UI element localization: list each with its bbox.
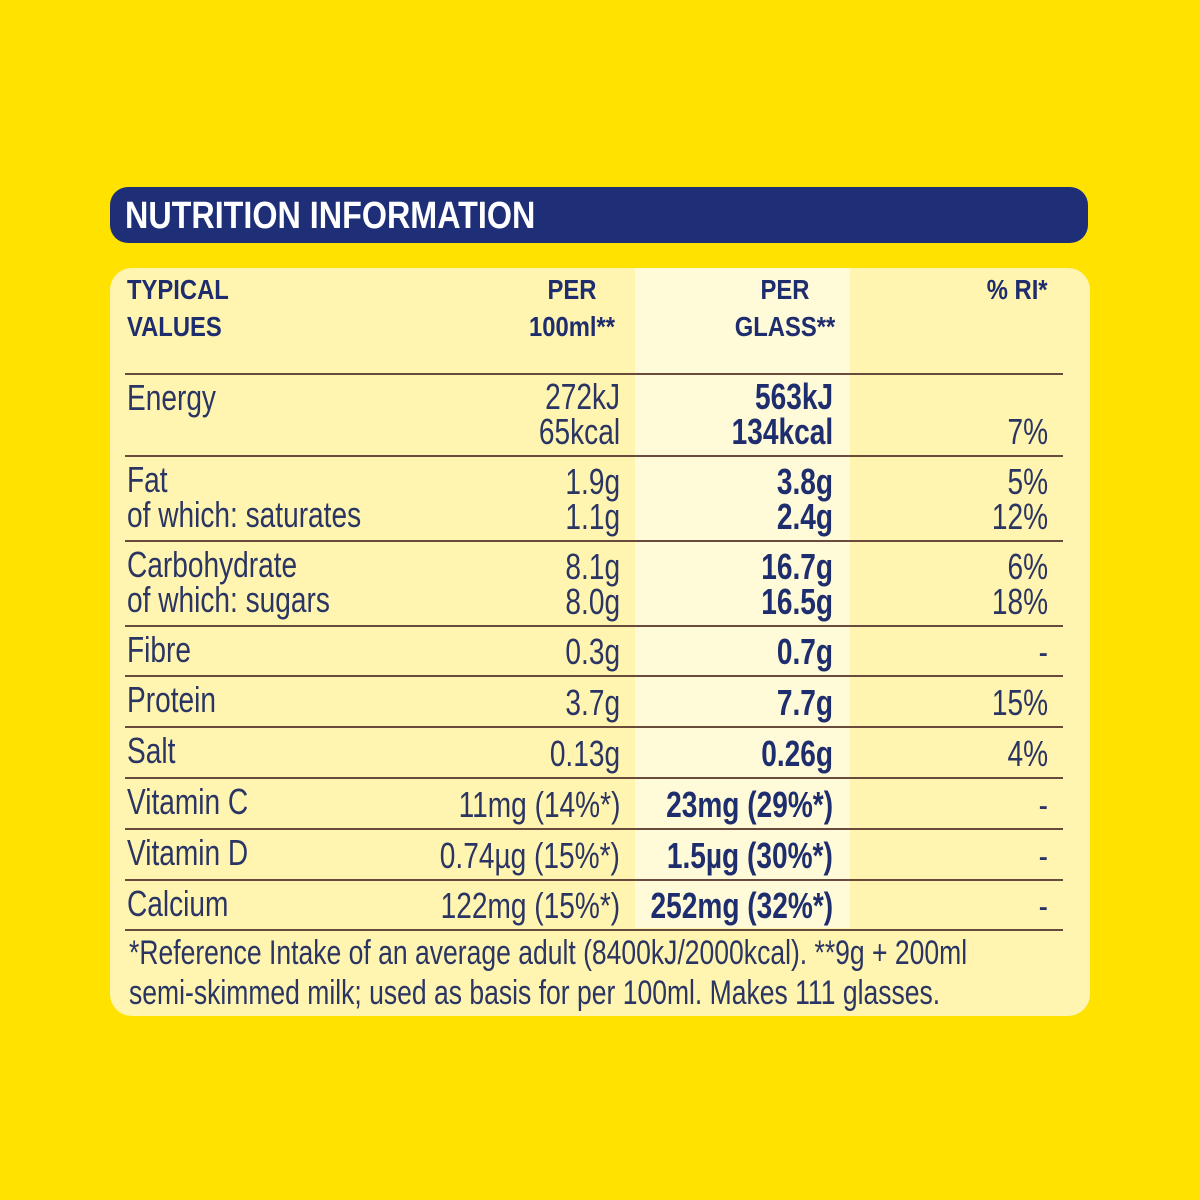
ri-value: 7% — [1007, 411, 1048, 452]
ri-value: 6% — [1007, 546, 1048, 587]
ri-value: - — [1038, 885, 1048, 926]
per100-value: 8.0g — [565, 581, 620, 622]
per100-value: 122mg (15%*) — [440, 885, 620, 926]
nutrient-label: Vitamin C — [127, 781, 249, 822]
nutrient-label: Vitamin D — [127, 832, 249, 873]
footnote: *Reference Intake of an average adult (8… — [129, 934, 968, 972]
per100-value: 11mg (14%*) — [458, 784, 620, 825]
header: GLASS** — [734, 311, 836, 342]
table-panel — [110, 268, 1090, 1016]
ri-value: 15% — [991, 682, 1048, 723]
nutrient-label: Protein — [127, 679, 216, 720]
perglass-value: 134kcal — [731, 411, 833, 452]
row-rule — [125, 675, 1063, 677]
row-rule — [125, 373, 1063, 375]
per100-value: 0.3g — [565, 631, 620, 672]
perglass-value: 0.26g — [761, 733, 833, 774]
row-rule — [125, 455, 1063, 457]
nutrient-label: Calcium — [127, 883, 229, 924]
per100-value: 1.1g — [565, 496, 620, 537]
ri-value: - — [1038, 835, 1048, 876]
per100-value: 0.74µg (15%*) — [439, 835, 620, 876]
header: VALUES — [127, 311, 222, 342]
footnote: semi-skimmed milk; used as basis for per… — [129, 974, 941, 1012]
header: 100ml** — [528, 311, 616, 342]
ri-value: - — [1038, 631, 1048, 672]
title-banner — [110, 187, 1088, 243]
ri-value: 18% — [991, 581, 1048, 622]
perglass-value: 23mg (29%*) — [666, 784, 833, 825]
glass-column — [635, 268, 850, 928]
row-rule — [125, 540, 1063, 542]
title: NUTRITION INFORMATION — [125, 195, 536, 237]
perglass-value: 16.5g — [761, 581, 833, 622]
nutrient-label: Fat — [127, 459, 168, 500]
nutrient-label: Energy — [127, 377, 216, 418]
perglass-value: 7.7g — [776, 682, 833, 723]
per100-value: 8.1g — [565, 546, 620, 587]
header: PER — [760, 274, 810, 305]
perglass-value: 0.7g — [776, 631, 833, 672]
row-rule — [125, 929, 1063, 931]
nutrient-label: Salt — [127, 730, 176, 771]
per100-value: 1.9g — [565, 461, 620, 502]
row-rule — [125, 625, 1063, 627]
nutrient-label: Fibre — [127, 629, 191, 670]
nutrient-label: of which: sugars — [127, 579, 330, 620]
per100-value: 0.13g — [549, 733, 620, 774]
perglass-value: 1.5µg (30%*) — [666, 835, 833, 876]
ri-value: 4% — [1007, 733, 1048, 774]
perglass-value: 2.4g — [776, 496, 833, 537]
perglass-value: 563kJ — [754, 376, 833, 417]
ri-value: 12% — [991, 496, 1048, 537]
row-rule — [125, 879, 1063, 881]
per100-value: 3.7g — [565, 682, 620, 723]
header: % RI* — [987, 274, 1048, 305]
perglass-value: 3.8g — [776, 461, 833, 502]
nutrient-label: Carbohydrate — [127, 544, 298, 585]
row-rule — [125, 777, 1063, 779]
row-rule — [125, 726, 1063, 728]
per100-value: 65kcal — [538, 411, 620, 452]
header: PER — [547, 274, 597, 305]
header: TYPICAL — [127, 274, 229, 305]
perglass-value: 16.7g — [761, 546, 833, 587]
nutrient-label: of which: saturates — [127, 494, 362, 535]
ri-value: - — [1038, 784, 1048, 825]
ri-value: 5% — [1007, 461, 1048, 502]
row-rule — [125, 828, 1063, 830]
per100-value: 272kJ — [545, 376, 620, 417]
perglass-value: 252mg (32%*) — [650, 885, 833, 926]
